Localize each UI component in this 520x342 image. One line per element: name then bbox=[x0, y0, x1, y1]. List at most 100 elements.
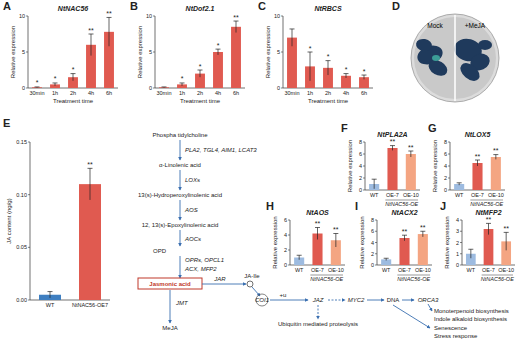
y-tick bbox=[281, 16, 283, 17]
arrow bbox=[202, 284, 246, 285]
error-bar bbox=[53, 83, 58, 86]
bar bbox=[32, 87, 42, 88]
x-tick-label: 4h bbox=[88, 90, 94, 96]
divider bbox=[454, 15, 456, 101]
y-tick bbox=[460, 265, 462, 266]
significance: ** bbox=[420, 224, 426, 231]
photo-label: +MeJA bbox=[465, 22, 486, 29]
pathway-node: AOS bbox=[184, 207, 198, 213]
arrow bbox=[428, 304, 432, 311]
error-bar bbox=[198, 70, 203, 77]
y-tick bbox=[26, 52, 28, 53]
x-tick-label: 1h bbox=[179, 90, 185, 96]
y-tick bbox=[288, 220, 290, 221]
x-tick-label: OE-7 bbox=[386, 192, 399, 198]
title: NtNAC56 bbox=[58, 5, 88, 12]
y-tick-label: 6 bbox=[284, 217, 287, 223]
panel-letter: F bbox=[341, 122, 348, 134]
y-tick-label: 4 bbox=[284, 232, 287, 238]
y-tick-label: 0 bbox=[444, 187, 447, 193]
significance: * bbox=[54, 75, 57, 82]
significance: ** bbox=[402, 228, 408, 235]
y-tick-label: 8 bbox=[444, 139, 447, 145]
y-tick-label: 4 bbox=[359, 163, 362, 169]
y-axis-label: Relative expression bbox=[444, 216, 450, 268]
ja-box bbox=[138, 278, 202, 289]
pathway-node: 13(s)-Hydroperoxylinolenic acid bbox=[138, 192, 222, 198]
arrow bbox=[180, 256, 181, 278]
y-tick bbox=[363, 190, 365, 191]
x-tick-label: 1h bbox=[52, 90, 58, 96]
significance: * bbox=[181, 75, 184, 82]
significance: * bbox=[327, 53, 330, 60]
x-tick-label: 30min bbox=[285, 90, 300, 96]
error-bar bbox=[420, 231, 425, 237]
panel-letter: D bbox=[392, 0, 400, 12]
x-tick-label: OE-10 bbox=[328, 267, 344, 273]
bar-panel: HNtAOS0246Relative expressionWTOE-7**OE-… bbox=[266, 200, 345, 282]
y-tick bbox=[281, 88, 283, 89]
y-tick-label: 2 bbox=[444, 175, 447, 181]
y-tick bbox=[375, 253, 377, 254]
y-tick-label: 10 bbox=[146, 13, 152, 19]
significance: ** bbox=[106, 10, 112, 17]
error-bar bbox=[468, 249, 473, 258]
x-tick-label: WT bbox=[467, 267, 476, 273]
pathway-node: COI1 bbox=[255, 297, 269, 303]
pathway-node: JA-Ile bbox=[244, 273, 260, 279]
pathway-node: MeJA bbox=[162, 325, 177, 331]
group-label: NtNAC56-OE bbox=[481, 276, 514, 282]
y-tick bbox=[375, 242, 377, 243]
x-tick-label: 30min bbox=[30, 90, 45, 96]
significance: ** bbox=[493, 147, 499, 154]
significance: * bbox=[199, 63, 202, 70]
panel-letter: G bbox=[428, 122, 437, 134]
bar-panel: GNtLOX502468Relative expressionWTOE-7**O… bbox=[428, 122, 505, 207]
pathway-node: Stress response bbox=[434, 333, 478, 339]
error-bar bbox=[486, 223, 491, 234]
photo-label: Mock bbox=[427, 22, 443, 29]
significance: * bbox=[36, 79, 39, 86]
arrow bbox=[170, 290, 171, 323]
significance: ** bbox=[333, 226, 339, 233]
error-bar bbox=[333, 234, 338, 248]
y-tick-label: 0 bbox=[284, 262, 287, 268]
bar-panel: E0.000.050.100.15JA content (ng/g)WTNtNA… bbox=[3, 117, 110, 308]
error-bar bbox=[315, 228, 320, 240]
error-bar bbox=[88, 168, 93, 200]
pathway-node: α-Linolenic acid bbox=[159, 162, 201, 168]
bar-panel: INtACX202468Relative expressionWTOE-7**O… bbox=[355, 200, 432, 282]
x-tick-label: OE-10 bbox=[498, 267, 514, 273]
significance: ** bbox=[486, 216, 492, 223]
marks bbox=[466, 223, 511, 265]
y-tick-label: 2 bbox=[359, 175, 362, 181]
y-tick-label: 10 bbox=[274, 13, 280, 19]
y-tick bbox=[28, 142, 30, 143]
error-bar bbox=[35, 86, 40, 88]
error-bar bbox=[475, 160, 480, 166]
error-bar bbox=[162, 86, 167, 88]
bar bbox=[213, 52, 223, 88]
y-tick-label: 0 bbox=[22, 85, 25, 91]
pathway-node: Jasmonic acid bbox=[149, 281, 191, 287]
y-axis bbox=[290, 220, 291, 265]
pathway-node: Indole alkaloid biosynthesis bbox=[434, 316, 507, 322]
significance: ** bbox=[233, 14, 239, 21]
y-tick-label: 4 bbox=[456, 217, 459, 223]
photo-panel: D Mock +MeJA bbox=[392, 0, 499, 102]
y-tick bbox=[460, 242, 462, 243]
y-tick bbox=[448, 142, 450, 143]
y-tick bbox=[375, 231, 377, 232]
petri-dish bbox=[411, 14, 499, 102]
x-tick-label: WT bbox=[455, 192, 464, 198]
group-label: NtNAC56-OE bbox=[397, 276, 430, 282]
bar bbox=[399, 238, 409, 265]
marks bbox=[381, 231, 428, 265]
pathway-node: DNA bbox=[387, 297, 400, 303]
x-tick-label: 2h bbox=[70, 90, 76, 96]
group-label: NtNAC56-OE bbox=[385, 201, 418, 207]
arrow bbox=[328, 300, 345, 301]
y-tick bbox=[448, 154, 450, 155]
bar bbox=[159, 87, 169, 88]
x-tick-label: OE-10 bbox=[488, 192, 504, 198]
